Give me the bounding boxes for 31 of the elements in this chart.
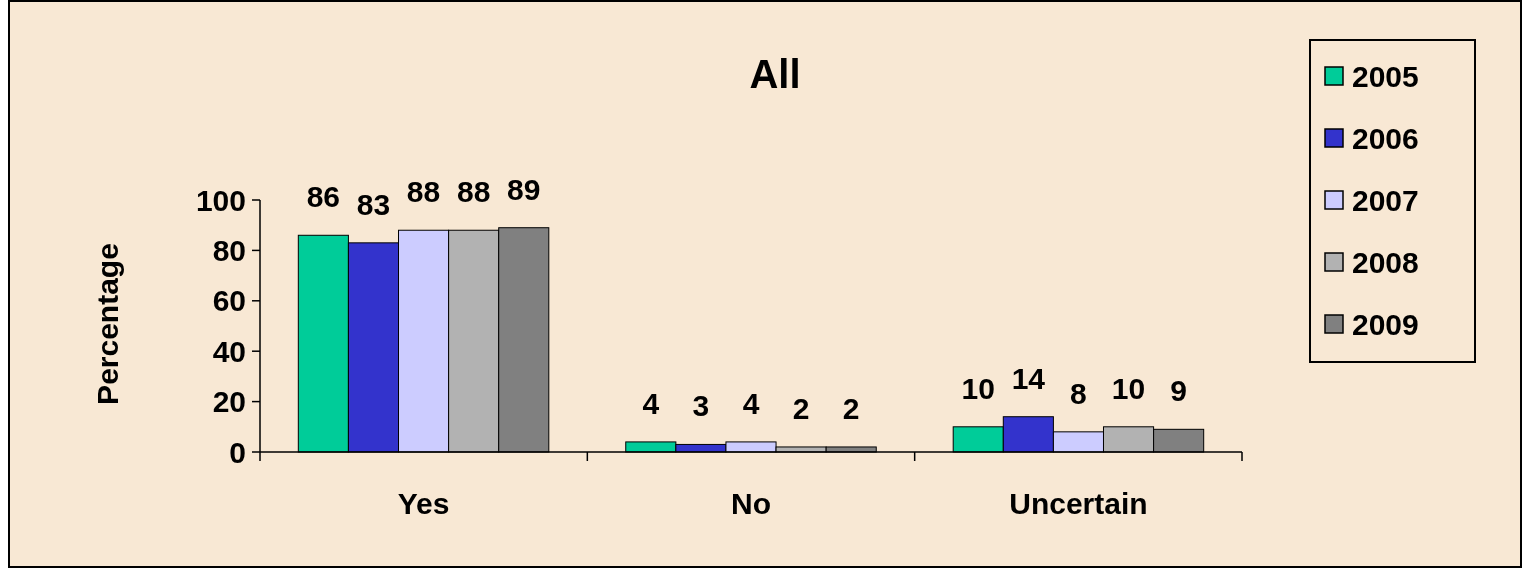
legend-label: 2006 [1352,121,1419,155]
data-label: 14 [1011,361,1046,395]
data-label: 8 [1070,376,1087,410]
x-tick-label: No [731,487,771,520]
y-tick-label: 40 [212,334,246,368]
y-axis-title: Percentage [91,243,124,405]
data-label: 9 [1170,374,1187,408]
legend-label: 2008 [1352,245,1419,279]
y-tick-label: 100 [195,183,246,217]
y-tick-label: 0 [229,435,246,469]
chart-title: All [749,52,801,96]
data-label: 10 [1111,371,1146,405]
data-label: 88 [456,175,491,209]
y-tick-label: 20 [212,385,246,419]
x-tick-label: Yes [397,487,450,520]
data-label: 4 [642,386,660,420]
data-label: 86 [306,180,341,214]
data-label: 83 [356,187,391,221]
data-label: 3 [692,389,710,423]
data-label: 2 [792,391,810,425]
data-label: 10 [961,371,995,405]
legend-label: 2005 [1352,59,1419,93]
x-tick-label: Uncertain [1009,487,1148,520]
data-label: 2 [842,391,860,425]
legend-label: 2009 [1352,307,1419,341]
data-label: 89 [507,172,541,206]
data-label: 88 [406,175,441,209]
legend-label: 2007 [1352,183,1419,217]
data-label: 4 [742,386,760,420]
y-tick-label: 60 [212,284,246,318]
y-tick-label: 80 [212,233,246,267]
